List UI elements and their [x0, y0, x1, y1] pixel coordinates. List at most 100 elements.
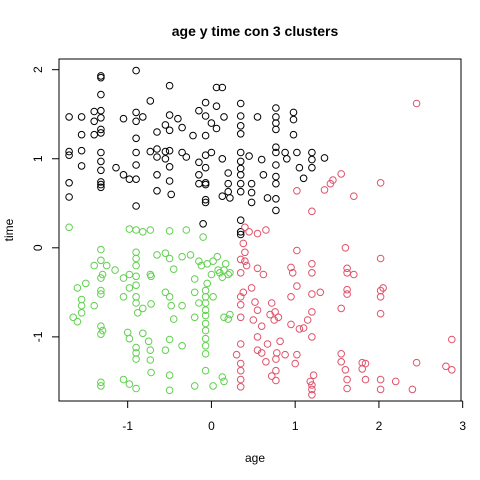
data-point — [90, 117, 98, 126]
data-point — [97, 378, 105, 387]
data-point — [341, 244, 350, 252]
data-point — [165, 163, 174, 171]
x-tick-label: -1 — [122, 419, 133, 433]
data-point — [299, 174, 308, 183]
data-point — [195, 106, 203, 115]
data-point — [236, 375, 245, 384]
data-point — [65, 151, 73, 159]
data-point — [408, 385, 417, 394]
data-point — [132, 248, 140, 257]
data-point — [201, 180, 210, 189]
data-point — [112, 163, 120, 172]
data-point — [161, 147, 170, 156]
data-point — [236, 301, 245, 309]
data-point — [270, 316, 279, 324]
data-point — [144, 337, 153, 346]
data-point — [165, 227, 174, 235]
data-point — [132, 202, 140, 210]
chart-title: age y time con 3 clusters — [172, 23, 339, 39]
x-tick-label: 3 — [459, 419, 466, 433]
data-point — [201, 311, 210, 320]
data-point — [178, 301, 186, 310]
data-point — [236, 359, 245, 368]
data-point — [259, 270, 268, 279]
data-point — [212, 124, 221, 133]
data-point — [195, 179, 203, 188]
data-point — [306, 377, 315, 386]
data-point — [119, 274, 128, 282]
data-point — [221, 260, 230, 268]
data-point — [320, 186, 329, 194]
data-point — [343, 375, 351, 384]
data-point — [65, 223, 73, 232]
data-point — [224, 187, 232, 196]
data-point — [97, 322, 105, 331]
data-point — [132, 117, 140, 126]
data-point — [376, 254, 385, 263]
data-point — [153, 187, 161, 195]
data-point — [448, 335, 456, 344]
data-point — [224, 169, 232, 177]
data-point — [201, 350, 210, 358]
data-point — [236, 269, 245, 277]
data-point — [165, 371, 174, 380]
data-point — [165, 386, 174, 395]
data-point — [343, 290, 351, 298]
data-point — [147, 272, 155, 281]
data-point — [82, 279, 90, 288]
data-point — [241, 257, 249, 266]
data-point — [376, 385, 385, 394]
data-point — [161, 346, 170, 355]
data-point — [146, 346, 155, 355]
data-point — [216, 269, 224, 277]
data-point — [287, 320, 295, 329]
data-point — [132, 66, 140, 75]
data-point — [133, 309, 142, 317]
data-point — [165, 111, 174, 119]
data-point — [236, 216, 245, 224]
data-point — [236, 164, 245, 173]
data-point — [165, 335, 174, 344]
data-point — [165, 146, 174, 155]
data-point — [195, 299, 203, 307]
data-point — [165, 254, 174, 263]
data-point — [153, 153, 161, 161]
data-point — [97, 73, 105, 82]
data-point — [201, 163, 210, 172]
data-point — [97, 106, 105, 115]
x-axis-label: age — [245, 451, 265, 465]
data-point — [226, 194, 234, 202]
data-point — [259, 171, 268, 179]
data-point — [201, 293, 210, 301]
data-point — [165, 293, 174, 301]
data-point — [257, 155, 266, 164]
data-point — [236, 293, 245, 301]
data-point — [153, 251, 161, 259]
data-point — [97, 256, 105, 265]
data-point — [201, 334, 210, 343]
data-point — [119, 171, 128, 179]
data-point — [77, 113, 86, 121]
data-point — [253, 113, 262, 121]
data-point — [272, 376, 280, 385]
data-point — [212, 102, 221, 110]
data-point — [308, 308, 316, 316]
data-point — [272, 125, 280, 134]
data-point — [236, 313, 245, 322]
data-point — [253, 264, 262, 273]
data-point — [90, 130, 98, 139]
data-point — [272, 113, 280, 121]
data-point — [65, 179, 73, 187]
data-point — [146, 226, 155, 234]
data-point — [77, 146, 86, 155]
x-tick-label: 2 — [376, 419, 383, 433]
data-point — [201, 319, 210, 328]
data-point — [201, 342, 210, 350]
data-point — [220, 113, 228, 121]
data-point — [201, 195, 210, 204]
data-point — [291, 359, 300, 368]
data-point — [262, 358, 270, 366]
data-point — [97, 166, 105, 175]
data-point — [245, 152, 253, 160]
data-point — [132, 175, 140, 183]
